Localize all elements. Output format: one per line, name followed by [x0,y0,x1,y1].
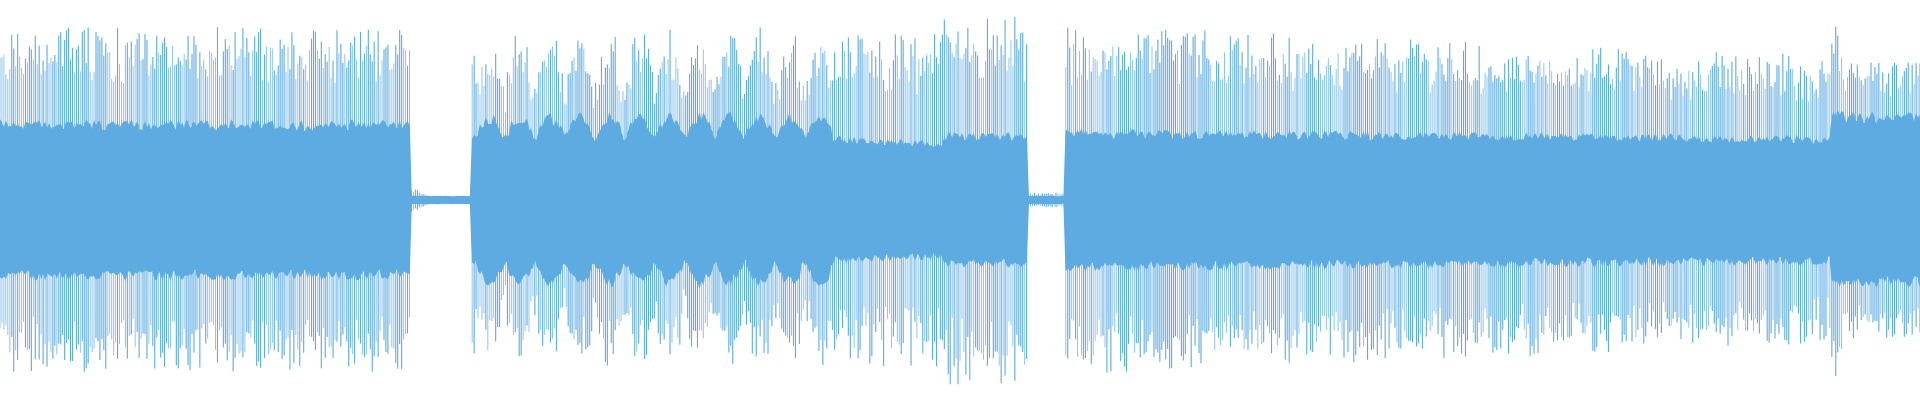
wave-body [0,108,1920,290]
